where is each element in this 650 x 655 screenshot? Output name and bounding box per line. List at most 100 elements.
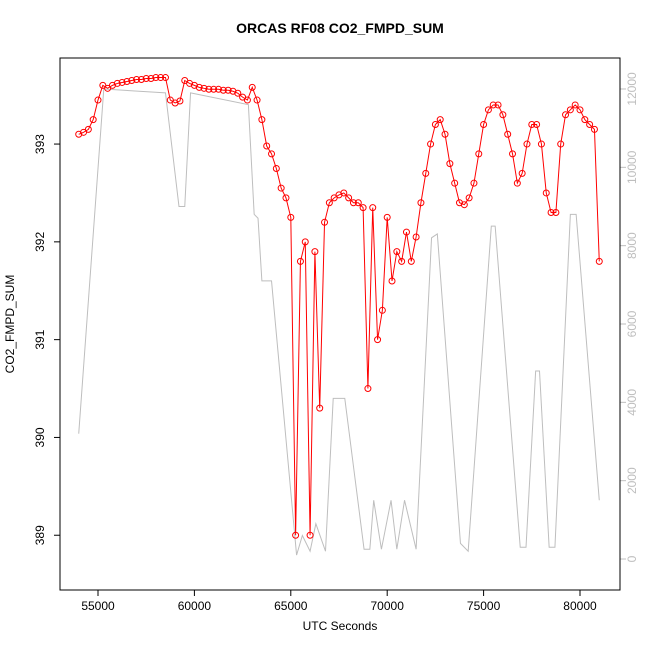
point — [118, 78, 126, 86]
point — [427, 140, 435, 148]
point — [296, 257, 304, 265]
x-tick-label: 70000 — [371, 599, 405, 613]
x-tick-label: 60000 — [178, 599, 212, 613]
point — [537, 140, 545, 148]
point — [200, 84, 208, 92]
point — [542, 189, 550, 197]
point — [489, 101, 497, 109]
point — [364, 385, 372, 393]
point — [94, 96, 102, 104]
point — [253, 96, 261, 104]
chart-title: ORCAS RF08 CO2_FMPD_SUM — [236, 20, 444, 36]
point — [595, 257, 603, 265]
point — [509, 150, 517, 158]
x-tick-label: 80000 — [563, 599, 597, 613]
point — [590, 125, 598, 133]
point — [402, 228, 410, 236]
y2-tick-label: 12000 — [625, 72, 639, 106]
point — [523, 140, 531, 148]
point — [84, 125, 92, 133]
y2-tick-label: 6000 — [625, 310, 639, 337]
point — [219, 86, 227, 94]
y-tick-label: 390 — [33, 427, 47, 447]
point — [412, 233, 420, 241]
point — [248, 83, 256, 91]
point — [311, 248, 319, 256]
point — [407, 257, 415, 265]
y2-tick-label: 2000 — [625, 467, 639, 494]
point — [128, 76, 136, 84]
point — [576, 106, 584, 114]
point — [383, 213, 391, 221]
y-axis-label: CO2_FMPD_SUM — [3, 275, 17, 374]
y-tick-label: 392 — [33, 232, 47, 252]
y2-tick-label: 8000 — [625, 232, 639, 259]
point — [176, 97, 184, 105]
point — [205, 85, 213, 93]
point — [465, 194, 473, 202]
y-tick-label: 393 — [33, 134, 47, 154]
y2-tick-label: 4000 — [625, 389, 639, 416]
y-tick-label: 391 — [33, 329, 47, 349]
point — [234, 89, 242, 97]
y-tick-label: 389 — [33, 525, 47, 545]
point — [431, 121, 439, 128]
point — [258, 116, 266, 124]
x-tick-label: 75000 — [467, 599, 501, 613]
point — [480, 121, 488, 128]
point — [272, 165, 280, 173]
point — [374, 336, 382, 344]
point — [441, 130, 449, 138]
point — [552, 209, 560, 217]
y2-tick-label: 0 — [625, 555, 639, 562]
point — [518, 169, 526, 177]
point — [354, 199, 362, 207]
point — [133, 76, 141, 84]
y2-tick-label: 10000 — [625, 150, 639, 184]
plot-frame — [59, 57, 621, 591]
point — [398, 257, 406, 265]
series-line — [78, 88, 600, 556]
point — [195, 83, 203, 91]
point — [349, 199, 357, 207]
point — [470, 179, 478, 187]
point — [460, 201, 468, 209]
point — [422, 169, 430, 177]
point — [451, 179, 459, 187]
point — [292, 531, 300, 539]
point — [571, 101, 579, 109]
point — [494, 101, 502, 109]
point — [528, 121, 536, 128]
point — [152, 74, 160, 82]
point — [417, 199, 425, 207]
point — [161, 74, 169, 82]
point — [393, 248, 401, 256]
point — [557, 140, 565, 148]
point — [581, 116, 589, 124]
point — [388, 277, 396, 285]
point — [484, 106, 492, 114]
point — [340, 189, 348, 197]
point — [562, 111, 570, 119]
point — [586, 121, 594, 128]
point — [263, 142, 271, 150]
point — [547, 209, 555, 217]
point — [566, 106, 574, 114]
point — [214, 85, 222, 93]
point — [301, 238, 309, 246]
point — [306, 531, 314, 539]
x-tick-label: 55000 — [81, 599, 115, 613]
x-tick-label: 65000 — [274, 599, 308, 613]
point — [268, 150, 276, 158]
point — [210, 85, 218, 93]
point — [325, 199, 333, 207]
point — [287, 213, 295, 221]
point — [499, 111, 507, 119]
point — [277, 184, 285, 192]
point — [345, 194, 353, 202]
point — [436, 116, 444, 124]
x-axis-label: UTC Seconds — [303, 619, 378, 633]
point — [113, 79, 121, 87]
point — [513, 179, 521, 187]
